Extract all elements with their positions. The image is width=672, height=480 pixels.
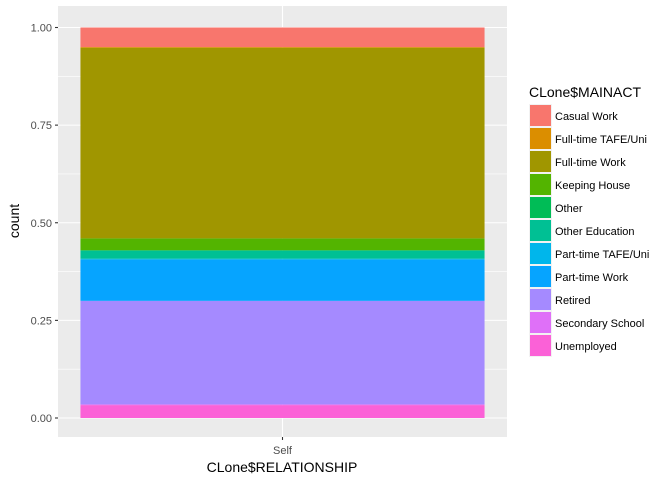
legend-swatch <box>530 289 551 310</box>
x-axis: Self <box>273 437 293 457</box>
legend-label: Retired <box>555 295 590 307</box>
y-tick-label: 0.00 <box>31 413 52 425</box>
bar-segment-casual-work <box>80 27 485 48</box>
legend-label: Part-time TAFE/Uni <box>555 249 649 261</box>
legend-swatch <box>530 335 551 356</box>
legend: CLone$MAINACT Casual Work Full-time TAFE/… <box>529 84 649 357</box>
bar-segment-secondary-school <box>80 404 485 406</box>
legend-swatch <box>530 197 551 218</box>
legend-title: CLone$MAINACT <box>529 84 641 100</box>
legend-label: Full-time TAFE/Uni <box>555 134 647 146</box>
y-axis-title: count <box>6 204 22 238</box>
bar-segment-full-time-tafe-uni <box>80 47 485 48</box>
bar-segment-full-time-work <box>80 47 485 239</box>
legend-label: Secondary School <box>555 318 644 330</box>
y-tick-label: 0.50 <box>31 218 52 230</box>
bar-segment-other-education <box>80 250 485 259</box>
legend-swatch <box>530 266 551 287</box>
bar-segment-part-time-tafe-uni <box>80 258 485 260</box>
legend-label: Casual Work <box>555 111 618 123</box>
bar-layer <box>80 27 485 418</box>
bar-segment-retired <box>80 300 485 405</box>
legend-label: Unemployed <box>555 341 617 353</box>
legend-swatch <box>530 174 551 195</box>
bar-segment-unemployed <box>80 405 485 418</box>
x-axis-title: CLone$RELATIONSHIP <box>207 459 358 475</box>
legend-swatch <box>530 128 551 149</box>
y-tick-label: 0.75 <box>31 120 52 132</box>
bar-segment-part-time-work <box>80 259 485 301</box>
bar-segment-keeping-house <box>80 238 485 251</box>
legend-label: Full-time Work <box>555 157 626 169</box>
legend-label: Other <box>555 203 583 215</box>
legend-swatch <box>530 151 551 172</box>
y-axis: 0.00 0.25 0.50 0.75 1.00 <box>31 23 58 425</box>
y-tick-label: 0.25 <box>31 315 52 327</box>
legend-label: Keeping House <box>555 180 630 192</box>
legend-label: Part-time Work <box>555 272 629 284</box>
x-tick-label: Self <box>273 445 293 457</box>
legend-swatch <box>530 312 551 333</box>
legend-swatch <box>530 220 551 241</box>
y-tick-label: 1.00 <box>31 23 52 35</box>
legend-swatch <box>530 105 551 126</box>
bar-segment-other <box>80 250 485 251</box>
legend-swatch <box>530 243 551 264</box>
legend-label: Other Education <box>555 226 635 238</box>
